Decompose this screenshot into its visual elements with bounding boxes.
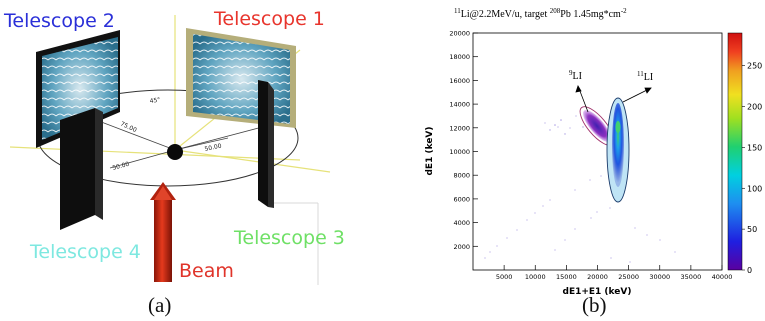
li11-label: 11LI	[637, 70, 653, 83]
panel-a-caption: (a)	[148, 293, 171, 317]
y-tick-label: 20000	[449, 30, 470, 38]
y-tick-label: 12000	[449, 124, 470, 132]
y-axis-label: dE1 (keV)	[425, 126, 435, 175]
annotation-arrows	[575, 85, 652, 113]
x-tick-label: 15000	[556, 273, 577, 281]
y-tick-label: 6000	[453, 195, 470, 203]
y-tick-label: 2000	[453, 243, 470, 251]
colorbar-tick-label: 150	[747, 143, 762, 152]
target-icon	[167, 144, 183, 160]
y-tick-label: 4000	[453, 219, 470, 227]
telescope-4-detector	[60, 108, 103, 230]
y-tick-label: 18000	[449, 53, 470, 61]
colorbar-ticks: 0 50 100 150 200 250	[742, 62, 762, 275]
x-axis-ticks: 5000 10000 15000 20000 25000 30000 35000 40000	[496, 265, 732, 281]
y-tick-label: 10000	[449, 148, 470, 156]
telescope-1-detector	[186, 28, 296, 128]
detector-setup-panel: 45° 75.00 50.00 50.00 Telescope 2 Telesc…	[3, 8, 345, 317]
beam-label: Beam	[179, 260, 234, 282]
telescope-1-label: Telescope 1	[213, 8, 325, 30]
chart-title: 11Li@2.2MeV/u, target 208Pb 1.45mg*cm-2	[454, 7, 627, 20]
panel-b-caption: (b)	[582, 293, 607, 317]
y-tick-label: 14000	[449, 101, 470, 109]
beam-arrow-icon	[150, 182, 176, 282]
x-tick-label: 10000	[525, 273, 546, 281]
scatter-noise	[484, 115, 676, 263]
colorbar-tick-label: 0	[747, 266, 752, 275]
distance-label: 50.00	[112, 161, 131, 172]
x-tick-label: 25000	[618, 273, 639, 281]
pid-heatmap-panel: 11Li@2.2MeV/u, target 208Pb 1.45mg*cm-2 …	[425, 7, 762, 317]
y-axis-ticks: 2000 4000 6000 8000 10000 12000 14000 16000 1800…	[449, 30, 478, 251]
y-tick-label: 8000	[453, 172, 470, 180]
colorbar	[727, 32, 743, 271]
telescope-4-label: Telescope 4	[29, 241, 141, 263]
distance-label: 50.00	[204, 143, 222, 153]
y-tick-label: 16000	[449, 77, 470, 85]
colorbar-tick-label: 200	[747, 103, 762, 112]
x-tick-label: 40000	[712, 273, 733, 281]
x-tick-label: 20000	[587, 273, 608, 281]
telescope-2-label: Telescope 2	[3, 10, 115, 32]
x-tick-label: 35000	[681, 273, 702, 281]
x-axis-label: dE1+E1 (keV)	[563, 287, 632, 297]
colorbar-tick-label: 250	[747, 62, 762, 71]
x-tick-label: 30000	[649, 273, 670, 281]
angle-label: 45°	[149, 97, 161, 105]
telescope-3-label: Telescope 3	[233, 227, 345, 249]
li11-cluster	[606, 97, 630, 203]
colorbar-tick-label: 100	[747, 184, 762, 193]
li9-label: 9LI	[569, 69, 582, 82]
plot-area	[472, 32, 723, 271]
telescope-3-detector	[258, 80, 274, 208]
colorbar-tick-label: 50	[747, 225, 757, 234]
x-tick-label: 5000	[496, 273, 513, 281]
